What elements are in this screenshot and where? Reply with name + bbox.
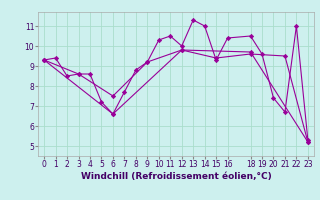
X-axis label: Windchill (Refroidissement éolien,°C): Windchill (Refroidissement éolien,°C) <box>81 172 271 181</box>
